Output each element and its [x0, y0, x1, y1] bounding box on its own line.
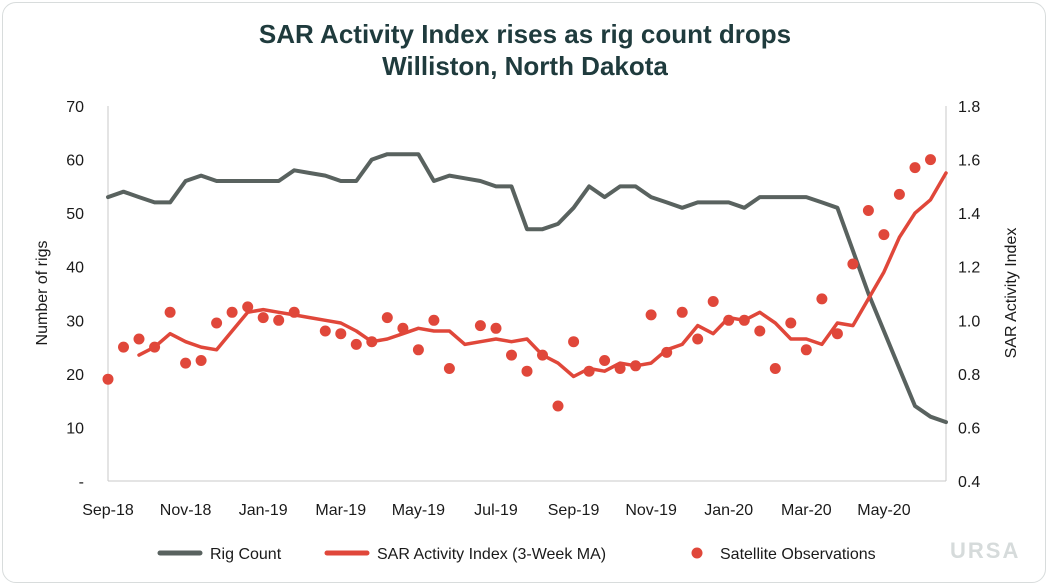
- satellite-observation-point: [381, 312, 393, 324]
- satellite-observation-point: [335, 328, 347, 340]
- satellite-observation-point: [490, 322, 502, 334]
- x-tick-label: Sep-19: [548, 502, 600, 519]
- x-tick-label: Sep-18: [82, 502, 134, 519]
- right-tick-label: 1.4: [958, 206, 980, 223]
- satellite-observation-point: [800, 344, 812, 356]
- left-tick-label: 20: [66, 367, 84, 384]
- left-tick-label: 50: [66, 206, 84, 223]
- satellite-observation-point: [723, 314, 735, 326]
- right-tick-label: 0.6: [958, 420, 980, 437]
- x-axis-ticks: Sep-18 Nov-18 Jan-19 Mar-19 May-19 Jul-19 Sep-…: [82, 502, 910, 519]
- satellite-observation-point: [552, 400, 564, 412]
- satellite-observation-point: [676, 306, 688, 318]
- chart-title: SAR Activity Index rises as rig count dr…: [0, 18, 1050, 82]
- chart-subtitle-line: Williston, North Dakota: [382, 51, 668, 81]
- satellite-observation-point: [893, 188, 905, 200]
- x-tick-label: Jul-19: [474, 502, 518, 519]
- right-tick-label: 1.8: [958, 99, 980, 116]
- left-axis-label: Number of rigs: [34, 241, 51, 346]
- satellite-observation-point: [366, 336, 378, 348]
- satellite-observation-point: [273, 314, 285, 326]
- satellite-observation-point: [785, 317, 797, 329]
- satellite-observation-point: [847, 258, 859, 270]
- x-tick-label: Jan-19: [239, 502, 288, 519]
- legend-rig-count-label: Rig Count: [210, 546, 282, 563]
- x-tick-label: May-19: [392, 502, 445, 519]
- series-layer: [102, 152, 948, 425]
- satellite-observation-point: [319, 325, 331, 337]
- satellite-observation-point: [412, 344, 424, 356]
- legend-satellite-label: Satellite Observations: [720, 546, 876, 563]
- satellite-observation-point: [909, 162, 921, 174]
- left-tick-label: 40: [66, 260, 84, 277]
- right-tick-label: 1.6: [958, 153, 980, 170]
- satellite-observation-point: [537, 349, 548, 361]
- satellite-observation-point: [474, 320, 486, 332]
- right-axis-ticks: 0.4 0.6 0.8 1.0 1.2 1.4 1.6 1.8: [958, 99, 980, 491]
- satellite-observation-point: [118, 341, 129, 353]
- satellite-observation-point: [599, 355, 611, 366]
- satellite-observation-point: [133, 333, 145, 345]
- right-tick-label: 1.0: [958, 313, 980, 330]
- satellite-observation-point: [754, 325, 766, 337]
- x-tick-label: May-20: [857, 502, 910, 519]
- satellite-observation-point: [164, 306, 176, 318]
- x-tick-label: Jan-20: [704, 502, 753, 519]
- satellite-observation-point: [878, 229, 890, 241]
- satellite-observation-point: [102, 373, 114, 385]
- right-tick-label: 0.4: [958, 474, 980, 491]
- satellite-observation-point: [661, 346, 673, 358]
- satellite-observation-point: [831, 328, 843, 340]
- satellite-observation-point: [707, 296, 719, 307]
- legend-sar-ma-label: SAR Activity Index (3-Week MA): [377, 546, 606, 563]
- x-tick-label: Nov-18: [160, 502, 212, 519]
- satellite-observation-point: [521, 365, 533, 377]
- satellite-observation-point: [149, 341, 161, 353]
- satellite-observation-point: [738, 314, 750, 326]
- x-tick-label: Mar-20: [781, 502, 832, 519]
- satellite-observation-point: [614, 363, 626, 374]
- satellite-observation-point: [397, 322, 409, 334]
- left-tick-label: 60: [66, 153, 84, 170]
- legend: Rig Count SAR Activity Index (3-Week MA)…: [157, 546, 876, 563]
- satellite-observation-point: [350, 338, 362, 350]
- satellite-observation-point: [428, 314, 440, 326]
- satellite-observation-point: [443, 363, 455, 374]
- right-tick-label: 1.2: [958, 260, 980, 277]
- chart-title-line: SAR Activity Index rises as rig count dr…: [258, 19, 792, 49]
- satellite-observation-point: [242, 301, 254, 313]
- left-tick-label: 10: [66, 420, 84, 437]
- satellite-observation-point: [568, 336, 580, 348]
- satellite-observation-point: [211, 317, 223, 329]
- satellite-observation-point: [692, 333, 704, 345]
- satellite-observation-point: [630, 360, 642, 372]
- legend-satellite-swatch: [691, 547, 703, 559]
- satellite-observation-point: [862, 205, 874, 216]
- satellite-observation-point: [180, 357, 192, 369]
- satellite-observation-point: [288, 306, 300, 318]
- satellite-observation-point: [226, 306, 238, 318]
- left-tick-label: -: [79, 474, 84, 491]
- satellite-observation-point: [583, 365, 595, 377]
- right-tick-label: 0.8: [958, 367, 980, 384]
- satellite-observation-point: [195, 355, 207, 366]
- satellite-observation-point: [925, 154, 936, 166]
- left-axis-ticks: - 10 20 30 40 50 60 70: [66, 99, 84, 491]
- rig-count-line: [106, 152, 948, 425]
- ursa-watermark: URSA: [950, 538, 1020, 563]
- satellite-observation-point: [645, 309, 657, 321]
- satellite-observation-point: [769, 363, 781, 374]
- satellite-observation-point: [257, 312, 269, 324]
- x-tick-label: Mar-19: [315, 502, 366, 519]
- right-axis-label: SAR Activity Index: [1003, 228, 1020, 359]
- satellite-observation-point: [506, 349, 517, 361]
- left-tick-label: 70: [66, 99, 84, 116]
- satellite-observation-point: [816, 293, 828, 305]
- x-tick-label: Nov-19: [625, 502, 677, 519]
- left-tick-label: 30: [66, 313, 84, 330]
